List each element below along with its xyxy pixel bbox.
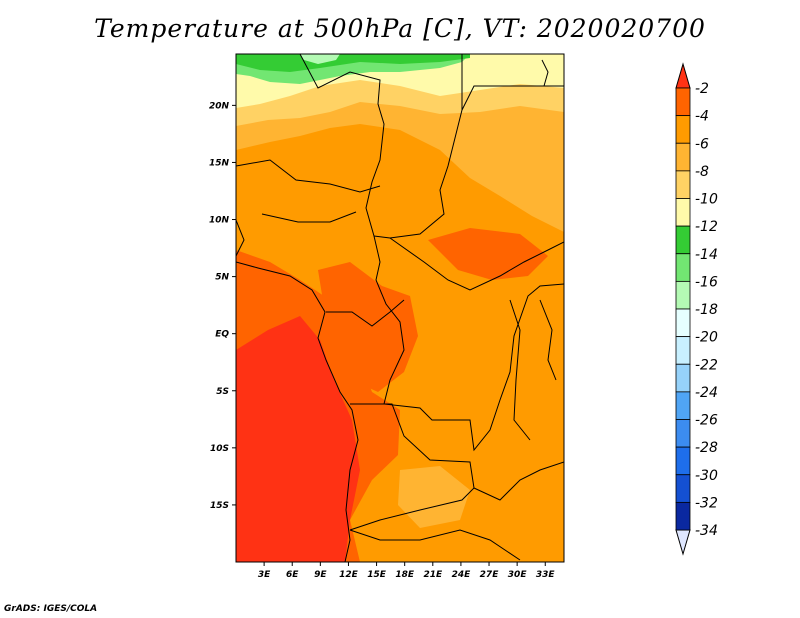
lat-tick-label: 5S [216,387,229,397]
field-band-minus14-minus12 [236,54,470,72]
colorbar-label: -12 [695,219,718,235]
border-angola [349,403,475,531]
border-east-central [299,54,564,452]
colorbar-box [675,253,691,282]
lat-tick-label: EQ [215,330,229,340]
border-nigeria-north [261,211,357,223]
latitude-axis: 20N 15N 10N 5N EQ 5S 10S 15S [209,101,236,511]
colorbar-label: -24 [695,385,718,401]
lon-tick-label: 21E [423,570,443,580]
country-boundaries [236,54,564,562]
colorbar-box [675,308,691,338]
colorbar-box [675,87,691,117]
colorbar-label: -34 [695,523,718,539]
colorbar-label: -18 [695,302,718,318]
border-west [236,219,245,257]
temperature-field [236,54,564,562]
lon-tick-label: 27E [480,570,500,580]
border-egypt [461,85,564,111]
longitude-axis: 3E 6E 9E 12E 15E 18E 21E 24E 27E 30E 33E [258,562,556,580]
colorbar-box [675,501,691,531]
colorbar-box [675,446,691,476]
colorbar-box [675,170,691,199]
border-sinai [541,59,549,87]
colorbar-box [675,142,691,172]
colorbar-box [675,198,691,227]
colorbar-box [675,336,691,365]
lon-tick-label: 9E [314,570,327,580]
colorbar-box [675,363,691,393]
coastline [236,261,359,562]
lon-tick-label: 15E [367,570,387,580]
lon-tick-label: 18E [395,570,415,580]
colorbar-label: -22 [695,357,718,373]
lakes-east [509,299,531,441]
colorbar-label: -10 [695,192,718,208]
colorbar-label: -30 [695,468,718,484]
colorbar-label: -20 [695,330,718,346]
border-zambia [473,461,564,501]
lat-tick-label: 10S [210,444,229,454]
lat-tick-label: 20N [209,101,230,111]
credit-label: GrADS: IGES/COLA [4,604,98,614]
colorbar-label: -6 [695,136,709,152]
colorbar-top-arrow [675,62,691,89]
lon-tick-label: 24E [452,570,472,580]
map-title: Temperature at 500hPa [C], VT: 202002070… [94,14,706,43]
colorbar-box [675,280,691,310]
border-car-south [389,237,564,291]
colorbar-label: -8 [695,164,709,180]
colorbar-label: -2 [695,81,709,97]
border-chad-sudan [373,54,463,239]
colorbar-label: -16 [695,274,718,290]
lat-tick-label: 10N [209,216,230,226]
colorbar-bottom-arrow [675,529,691,556]
colorbar-label: -32 [695,495,718,511]
field-band-above-minus2 [236,316,360,562]
lat-tick-label: 15N [209,158,230,168]
colorbar-box [675,225,691,255]
colorbar-label: -28 [695,440,718,456]
colorbar-box [675,115,691,144]
lon-tick-label: 3E [258,570,271,580]
colorbar-label: -4 [695,109,709,125]
border-uganda [539,299,557,381]
field-patch-minus18-minus16 [300,54,340,64]
field-core-north-east [428,228,548,280]
colorbar-box [675,419,691,448]
field-patch-south [398,466,470,528]
lon-tick-label: 6E [286,570,299,580]
field-core-central [318,262,418,392]
field-patch-north-east [470,54,564,86]
colorbar-box [675,474,691,503]
colorbar: -2 -4 -6 -8 -10 -12 -14 -16 -18 -20 -22 -24 -26 -28 -3… [675,62,718,556]
lon-tick-label: 30E [508,570,528,580]
lon-tick-label: 33E [536,570,556,580]
colorbar-label: -26 [695,413,718,429]
colorbar-box [675,391,691,420]
lat-tick-label: 15S [210,501,229,511]
lat-tick-label: 5N [215,273,229,283]
border-gabon-congo [326,299,405,327]
border-niger-chad [236,159,381,193]
lon-tick-label: 12E [339,570,359,580]
border-namibia [349,529,521,561]
colorbar-label: -14 [695,247,718,263]
map-frame [235,53,565,563]
